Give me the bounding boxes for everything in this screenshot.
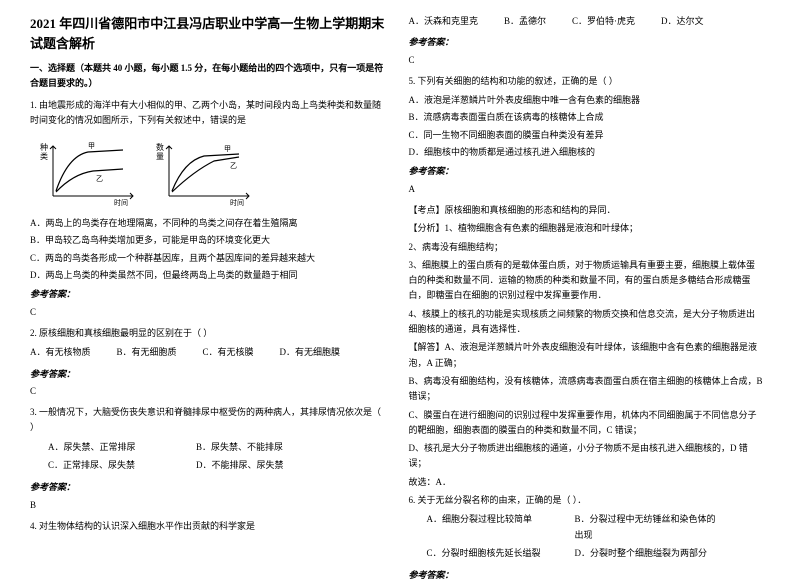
q5-exp4: 3、细胞膜上的蛋白质有的是载体蛋白质，对于物质运输具有重要主要，细胞膜上载体蛋白… — [409, 258, 764, 304]
q4-c: C．罗伯特·虎克 — [572, 14, 635, 29]
q6-d: D．分裂时整个细胞缢裂为两部分 — [575, 546, 723, 561]
q2-b: B．有无细胞质 — [117, 345, 177, 360]
q5-a: A．液泡是洋葱鳞片叶外表皮细胞中唯一含有色素的细胞器 — [409, 93, 764, 108]
q3-a: A．尿失禁、正常排尿 — [48, 440, 196, 455]
q6-stem: 6. 关于无丝分裂名称的由来，正确的是（ ）． — [409, 493, 764, 508]
svg-text:数: 数 — [156, 142, 164, 152]
q5-solve-c: C、膜蛋白在进行细胞间的识别过程中发挥重要作用，机体内不同细胞属于不同信息分子的… — [409, 408, 764, 439]
q1-c: C．两岛的鸟类各形成一个种群基因库，且两个基因库间的差异越来越大 — [30, 251, 385, 266]
q6-a: A．细胞分裂过程比较简单 — [427, 512, 575, 543]
q3-ans: B — [30, 498, 385, 513]
svg-text:时间: 时间 — [114, 198, 128, 206]
q5-ans-label: 参考答案： — [409, 164, 764, 179]
q5-d: D．细胞核中的物质都是通过核孔进入细胞核的 — [409, 145, 764, 160]
q2-options: A．有无核物质 B．有无细胞质 C．有无核膜 D．有无细胞膜 — [30, 345, 385, 360]
q4-b: B．孟德尔 — [504, 14, 546, 29]
q5-ans: A — [409, 182, 764, 197]
q6-options: A．细胞分裂过程比较简单 B．分裂过程中无纺锤丝和染色体的出现 C．分裂时细胞核… — [427, 512, 764, 564]
q4-stem: 4. 对生物体结构的认识深入细胞水平作出贡献的科学家是 — [30, 519, 385, 534]
q2-ans: C — [30, 384, 385, 399]
q1-stem: 1. 由地震形成的海洋中有大小相似的甲、乙两个小岛，某时间段内岛上鸟类种类和数量… — [30, 98, 385, 129]
q5-solve-a: 【解答】A、液泡是洋葱鳞片叶外表皮细胞没有叶绿体，该细胞中含有色素的细胞器是液泡… — [409, 340, 764, 371]
q4-a: A．沃森和克里克 — [409, 14, 479, 29]
q5-exp5: 4、核膜上的核孔的功能是实现核质之间频繁的物质交换和信息交流，是大分子物质进出细… — [409, 307, 764, 338]
svg-text:乙: 乙 — [96, 175, 103, 183]
q6-c: C．分裂时细胞核先延长缢裂 — [427, 546, 575, 561]
q6-ans-label: 参考答案： — [409, 568, 764, 583]
q4-ans: C — [409, 53, 764, 68]
q2-c: C．有无核膜 — [203, 345, 254, 360]
q4-d: D．达尔文 — [661, 14, 704, 29]
q5-b: B．流感病毒表面蛋白质在该病毒的核糖体上合成 — [409, 110, 764, 125]
q1-a: A．两岛上的鸟类存在地理隔离，不同种的鸟类之间存在着生殖隔离 — [30, 216, 385, 231]
q1-ans-label: 参考答案： — [30, 287, 385, 302]
q5-solve-b: B、病毒没有细胞结构，没有核糖体，流感病毒表面蛋白质在宿主细胞的核糖体上合成，B… — [409, 374, 764, 405]
svg-text:时间: 时间 — [230, 198, 244, 206]
q2-a: A．有无核物质 — [30, 345, 91, 360]
chart-quantity: 数 量 时间 甲 乙 — [154, 136, 254, 206]
q1-b: B．甲岛较乙岛鸟种类增加更多，可能是甲岛的环境变化更大 — [30, 233, 385, 248]
q1-charts: 种 类 时间 甲 乙 数 量 时间 甲 乙 — [38, 136, 385, 206]
q3-ans-label: 参考答案： — [30, 480, 385, 495]
q2-ans-label: 参考答案： — [30, 367, 385, 382]
q3-options: A．尿失禁、正常排尿 B．尿失禁、不能排尿 C．正常排尿、尿失禁 D．不能排尿、… — [48, 440, 385, 477]
q1-ans: C — [30, 305, 385, 320]
q3-stem: 3. 一般情况下，大脑受伤丧失意识和脊髓排尿中枢受伤的两种病人，其排尿情况依次是… — [30, 405, 385, 436]
q5-c: C．同一生物不同细胞表面的膜蛋白种类没有差异 — [409, 128, 764, 143]
q3-d: D．不能排尿、尿失禁 — [196, 458, 344, 473]
q3-c: C．正常排尿、尿失禁 — [48, 458, 196, 473]
q5-options: A．液泡是洋葱鳞片叶外表皮细胞中唯一含有色素的细胞器 B．流感病毒表面蛋白质在该… — [409, 93, 764, 160]
svg-text:甲: 甲 — [224, 145, 231, 153]
svg-text:甲: 甲 — [88, 142, 95, 150]
q3-b: B．尿失禁、不能排尿 — [196, 440, 344, 455]
q5-stem: 5. 下列有关细胞的结构和功能的叙述，正确的是（ ） — [409, 74, 764, 89]
q5-exp1: 【考点】原核细胞和真核细胞的形态和结构的异同． — [409, 203, 764, 218]
svg-text:种: 种 — [40, 142, 48, 152]
svg-text:量: 量 — [156, 152, 164, 161]
svg-text:乙: 乙 — [230, 162, 237, 170]
q5-exp3: 2、病毒没有细胞结构； — [409, 240, 764, 255]
q1-options: A．两岛上的鸟类存在地理隔离，不同种的鸟类之间存在着生殖隔离 B．甲岛较乙岛鸟种… — [30, 216, 385, 283]
chart-species: 种 类 时间 甲 乙 — [38, 136, 138, 206]
svg-text:类: 类 — [40, 151, 48, 161]
q5-solve-end: 故选：A． — [409, 475, 764, 490]
q4-ans-label: 参考答案： — [409, 35, 764, 50]
q4-options: A．沃森和克里克 B．孟德尔 C．罗伯特·虎克 D．达尔文 — [409, 14, 764, 29]
section-heading: 一、选择题（本题共 40 小题，每小题 1.5 分，在每小题给出的四个选项中，只… — [30, 61, 385, 92]
page-title: 2021 年四川省德阳市中江县冯店职业中学高一生物上学期期末试题含解析 — [30, 14, 385, 53]
q5-exp2: 【分析】1、植物细胞含有色素的细胞器是液泡和叶绿体； — [409, 221, 764, 236]
q6-b: B．分裂过程中无纺锤丝和染色体的出现 — [575, 512, 723, 543]
q1-d: D．两岛上鸟类的种类虽然不同，但最终两岛上鸟类的数量趋于相同 — [30, 268, 385, 283]
q2-stem: 2. 原核细胞和真核细胞最明显的区别在于（ ） — [30, 326, 385, 341]
q5-solve-d: D、核孔是大分子物质进出细胞核的通道，小分子物质不是由核孔进入细胞核的，D 错误… — [409, 441, 764, 472]
q2-d: D．有无细胞膜 — [280, 345, 341, 360]
